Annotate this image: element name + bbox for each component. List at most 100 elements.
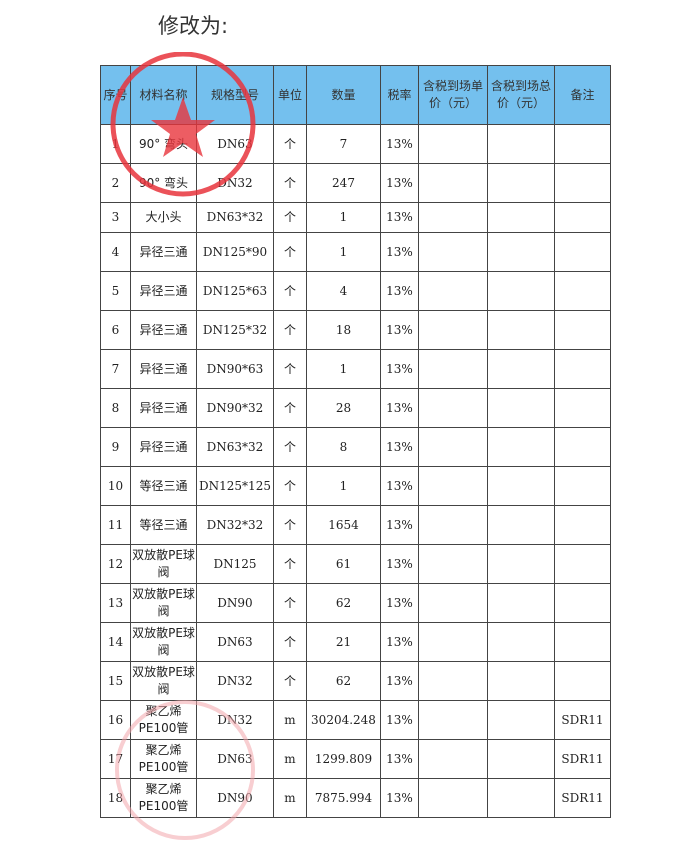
- cell-remarks: [554, 202, 611, 233]
- cell-remarks: [554, 349, 611, 389]
- cell-quantity: 18: [306, 310, 381, 350]
- cell-index: 11: [100, 505, 131, 545]
- table-row: 17 聚乙烯PE100管 DN63 m 1299.809 13% SDR11: [100, 739, 611, 779]
- cell-total-price: [487, 739, 555, 779]
- cell-unit: 个: [273, 505, 307, 545]
- cell-unit-price: [418, 310, 488, 350]
- cell-material-name: 双放散PE球阀: [130, 583, 197, 623]
- cell-tax-rate: 13%: [380, 388, 419, 428]
- cell-quantity: 30204.248: [306, 700, 381, 740]
- cell-material-name: 等径三通: [130, 505, 197, 545]
- cell-material-name: 聚乙烯PE100管: [130, 739, 197, 779]
- cell-index: 9: [100, 427, 131, 467]
- cell-quantity: 1299.809: [306, 739, 381, 779]
- table-row: 10 等径三通 DN125*125 个 1 13%: [100, 466, 611, 506]
- cell-unit: 个: [273, 544, 307, 584]
- cell-index: 6: [100, 310, 131, 350]
- cell-tax-rate: 13%: [380, 124, 419, 164]
- table-row: 3 大小头 DN63*32 个 1 13%: [100, 202, 611, 233]
- cell-spec: DN125*63: [196, 271, 274, 311]
- table-row: 6 异径三通 DN125*32 个 18 13%: [100, 310, 611, 350]
- cell-spec: DN63*32: [196, 427, 274, 467]
- header-remarks: 备注: [554, 65, 611, 125]
- cell-index: 7: [100, 349, 131, 389]
- table-row: 18 聚乙烯PE100管 DN90 m 7875.994 13% SDR11: [100, 778, 611, 818]
- cell-material-name: 异径三通: [130, 232, 197, 272]
- cell-tax-rate: 13%: [380, 202, 419, 233]
- cell-quantity: 7875.994: [306, 778, 381, 818]
- cell-total-price: [487, 349, 555, 389]
- cell-material-name: 90° 弯头: [130, 124, 197, 164]
- cell-spec: DN125: [196, 544, 274, 584]
- cell-unit: m: [273, 778, 307, 818]
- cell-remarks: SDR11: [554, 700, 611, 740]
- cell-material-name: 异径三通: [130, 388, 197, 428]
- table-row: 5 异径三通 DN125*63 个 4 13%: [100, 271, 611, 311]
- cell-index: 3: [100, 202, 131, 233]
- cell-unit-price: [418, 163, 488, 203]
- cell-index: 14: [100, 622, 131, 662]
- cell-material-name: 异径三通: [130, 310, 197, 350]
- cell-total-price: [487, 622, 555, 662]
- cell-total-price: [487, 310, 555, 350]
- cell-spec: DN90: [196, 583, 274, 623]
- cell-material-name: 大小头: [130, 202, 197, 233]
- cell-tax-rate: 13%: [380, 271, 419, 311]
- cell-remarks: SDR11: [554, 778, 611, 818]
- cell-material-name: 异径三通: [130, 427, 197, 467]
- table-row: 16 聚乙烯PE100管 DN32 m 30204.248 13% SDR11: [100, 700, 611, 740]
- cell-unit-price: [418, 466, 488, 506]
- cell-quantity: 1654: [306, 505, 381, 545]
- cell-total-price: [487, 778, 555, 818]
- cell-unit-price: [418, 739, 488, 779]
- cell-material-name: 异径三通: [130, 271, 197, 311]
- cell-unit: 个: [273, 163, 307, 203]
- cell-quantity: 1: [306, 202, 381, 233]
- cell-total-price: [487, 583, 555, 623]
- cell-remarks: [554, 163, 611, 203]
- cell-tax-rate: 13%: [380, 739, 419, 779]
- cell-material-name: 聚乙烯PE100管: [130, 778, 197, 818]
- cell-quantity: 61: [306, 544, 381, 584]
- cell-remarks: [554, 232, 611, 272]
- cell-index: 2: [100, 163, 131, 203]
- cell-material-name: 双放散PE球阀: [130, 544, 197, 584]
- cell-remarks: [554, 544, 611, 584]
- table-row: 8 异径三通 DN90*32 个 28 13%: [100, 388, 611, 428]
- cell-total-price: [487, 232, 555, 272]
- cell-tax-rate: 13%: [380, 466, 419, 506]
- cell-spec: DN90*32: [196, 388, 274, 428]
- header-unit: 单位: [273, 65, 307, 125]
- cell-remarks: [554, 661, 611, 701]
- cell-index: 16: [100, 700, 131, 740]
- cell-remarks: [554, 310, 611, 350]
- cell-index: 13: [100, 583, 131, 623]
- cell-unit-price: [418, 271, 488, 311]
- cell-material-name: 异径三通: [130, 349, 197, 389]
- cell-spec: DN63: [196, 739, 274, 779]
- cell-unit: 个: [273, 349, 307, 389]
- cell-unit: 个: [273, 427, 307, 467]
- cell-unit-price: [418, 778, 488, 818]
- cell-total-price: [487, 544, 555, 584]
- cell-unit-price: [418, 232, 488, 272]
- table-row: 1 90° 弯头 DN63 个 7 13%: [100, 124, 611, 164]
- table-row: 4 异径三通 DN125*90 个 1 13%: [100, 232, 611, 272]
- cell-tax-rate: 13%: [380, 583, 419, 623]
- cell-index: 17: [100, 739, 131, 779]
- cell-unit-price: [418, 349, 488, 389]
- cell-unit: 个: [273, 310, 307, 350]
- cell-unit-price: [418, 505, 488, 545]
- cell-tax-rate: 13%: [380, 544, 419, 584]
- cell-spec: DN90: [196, 778, 274, 818]
- table-row: 7 异径三通 DN90*63 个 1 13%: [100, 349, 611, 389]
- header-unit-price: 含税到场单价（元）: [418, 65, 488, 125]
- cell-unit: 个: [273, 271, 307, 311]
- cell-unit-price: [418, 388, 488, 428]
- cell-material-name: 双放散PE球阀: [130, 622, 197, 662]
- cell-total-price: [487, 271, 555, 311]
- cell-unit: 个: [273, 622, 307, 662]
- cell-remarks: [554, 271, 611, 311]
- cell-unit-price: [418, 124, 488, 164]
- cell-unit-price: [418, 661, 488, 701]
